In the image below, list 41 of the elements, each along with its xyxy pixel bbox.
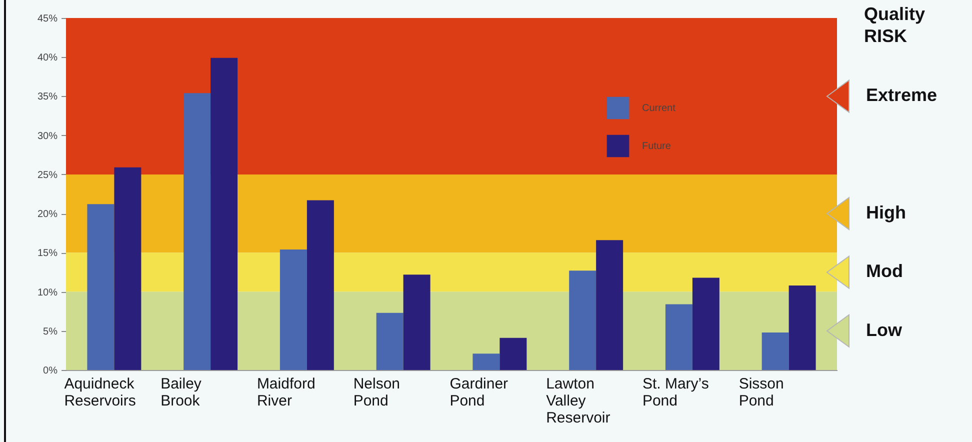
bar [500, 338, 527, 370]
band-label: Mod [866, 261, 903, 282]
x-tick-label: Sisson Pond [738, 376, 784, 410]
legend-label: Future [642, 141, 672, 152]
band-label: Extreme [866, 85, 938, 106]
y-tick-label: 10% [37, 287, 58, 298]
y-tick-label: 15% [37, 248, 58, 260]
bar [184, 93, 211, 370]
y-tick-label: 5% [43, 326, 58, 338]
bar [376, 312, 404, 370]
x-tick-label: St. Mary’s Pond [642, 376, 709, 410]
x-tick-label: Lawton Valley Reservoir [546, 376, 610, 426]
x-tick-label: Bailey Brook [160, 376, 202, 410]
bar [114, 167, 142, 370]
y-tick-label: 45% [37, 14, 58, 24]
bar [788, 286, 816, 370]
y-tick-label: 30% [37, 130, 58, 142]
y-tick-label: 20% [37, 209, 58, 220]
y-tick-label: 25% [37, 170, 58, 181]
bar [280, 250, 307, 370]
legend-label: Current [642, 103, 676, 114]
bar [596, 240, 624, 370]
y-tick-label: 40% [37, 52, 58, 64]
bar [762, 332, 789, 370]
bar [87, 204, 114, 370]
band-label: Low [866, 320, 903, 340]
x-tick-label: Aquidneck Reservoirs [64, 376, 136, 410]
bar [569, 270, 596, 370]
x-tick-label: Gardiner Pond [450, 376, 508, 410]
bar [210, 58, 238, 370]
band-label: High [866, 202, 906, 223]
bar [472, 354, 500, 370]
bar [665, 304, 692, 370]
x-tick-label: Maidford River [256, 376, 316, 410]
bar [306, 200, 334, 370]
y-tick-label: 35% [37, 92, 58, 103]
x-tick-label: Nelson Pond [353, 376, 400, 410]
text: Quality RISK [864, 4, 926, 46]
bar [692, 278, 720, 370]
y-tick-label: 0% [43, 366, 58, 376]
bar [403, 274, 430, 370]
